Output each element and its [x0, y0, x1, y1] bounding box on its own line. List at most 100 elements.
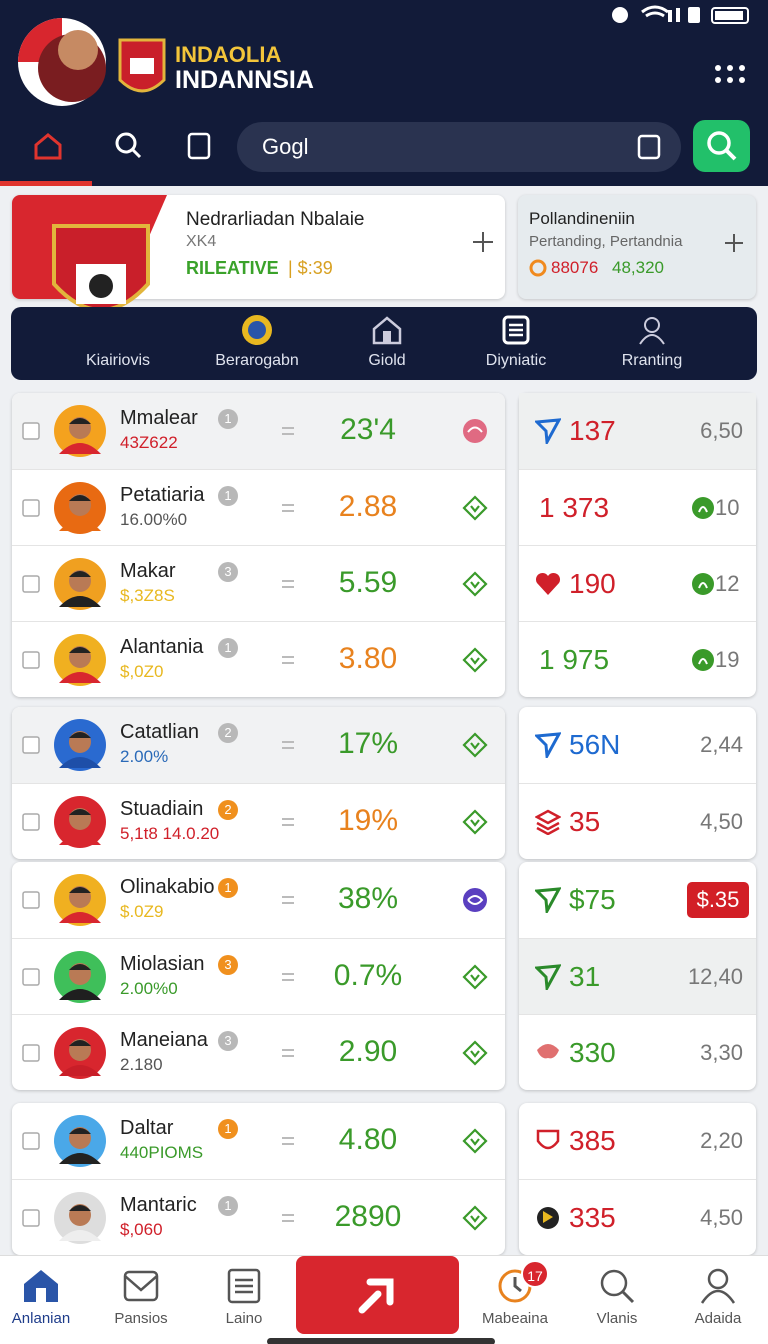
- menu-dot[interactable]: [739, 77, 745, 83]
- match-row-side[interactable]: $75 $.35: [519, 862, 756, 938]
- avatar-part: [59, 757, 101, 768]
- promo-card[interactable]: Pollandineniin Pertanding, Pertandnia 88…: [518, 195, 756, 299]
- checkbox[interactable]: [22, 968, 40, 986]
- menu-dot[interactable]: [727, 77, 733, 83]
- tab-label[interactable]: Giold: [368, 352, 406, 369]
- tab-label[interactable]: Kiairiovis: [85, 352, 150, 369]
- doc-icon[interactable]: [187, 132, 211, 160]
- status-icon[interactable]: [462, 732, 488, 758]
- status-icon-part: [470, 974, 480, 982]
- nav-item[interactable]: Mabeaina 17: [465, 1256, 565, 1344]
- nav-item[interactable]: Anlanian: [0, 1256, 91, 1344]
- status-icon-part: [462, 647, 488, 673]
- match-row[interactable]: Catatlian 2 2.00% 17%: [12, 707, 505, 783]
- add-icon[interactable]: [472, 231, 494, 253]
- tab-label[interactable]: Diyniatic: [485, 352, 547, 369]
- match-row[interactable]: Makar 3 $,3Z8S 5.59: [12, 545, 505, 621]
- match-row-side[interactable]: 335 4,50: [519, 1179, 756, 1255]
- status-icon[interactable]: [462, 495, 488, 521]
- avatar-part: [69, 732, 91, 738]
- match-row-side[interactable]: 137 6,50: [519, 393, 756, 469]
- match-row-side[interactable]: 1 373 10: [519, 469, 756, 545]
- status-icon-part: [462, 1128, 488, 1154]
- nav-item[interactable]: Laino: [194, 1256, 294, 1344]
- match-row[interactable]: Olinakabio 1 $.0Z9 38%: [12, 862, 505, 938]
- side-value: 56N: [569, 729, 621, 760]
- checkbox-part: [22, 1132, 40, 1150]
- player-name: Petatiaria: [120, 484, 205, 506]
- match-row[interactable]: Daltar 1 440PIOMS 4.80: [12, 1103, 505, 1179]
- checkbox[interactable]: [22, 499, 40, 517]
- side-value: 335: [569, 1202, 616, 1233]
- points-icon-part: [698, 582, 708, 589]
- status-icon[interactable]: [462, 1205, 488, 1231]
- checkbox[interactable]: [22, 1209, 40, 1227]
- match-row[interactable]: Stuadiain 2 5,1t8 14.0.20 19%: [12, 783, 505, 859]
- match-row[interactable]: Maneiana 3 2.180 2.90: [12, 1014, 505, 1090]
- nav-item[interactable]: Adaida: [668, 1256, 768, 1344]
- center-action-button[interactable]: [296, 1256, 459, 1334]
- match-row-side[interactable]: 56N 2,44: [519, 707, 756, 783]
- checkbox-part: [22, 1209, 40, 1227]
- checkbox[interactable]: [22, 422, 40, 440]
- checkbox[interactable]: [22, 575, 40, 593]
- match-row[interactable]: Miolasian 3 2.00%0 0.7%: [12, 938, 505, 1014]
- match-row-side[interactable]: 385 2,20: [519, 1103, 756, 1179]
- checkbox[interactable]: [22, 891, 40, 909]
- side-secondary: 12: [715, 571, 740, 596]
- checkbox[interactable]: [22, 651, 40, 669]
- match-row-side[interactable]: 31 12,40: [519, 938, 756, 1014]
- avatar: [54, 874, 106, 926]
- tab-icon: [372, 316, 402, 345]
- nav-item[interactable]: Vlanis: [567, 1256, 667, 1344]
- coin-ring: [529, 259, 547, 277]
- checkbox[interactable]: [22, 736, 40, 754]
- match-row[interactable]: Alantania 1 $,0Z0 3.80: [12, 621, 505, 697]
- status-icon[interactable]: [462, 571, 488, 597]
- nav-item[interactable]: Pansios: [91, 1256, 191, 1344]
- avatar-part: [69, 1205, 91, 1211]
- promo-subtitle: XK4: [186, 233, 217, 250]
- status-icon-part: [470, 657, 480, 665]
- match-row-side[interactable]: 330 3,30: [519, 1014, 756, 1090]
- points-icon-part: [698, 506, 708, 513]
- edit-icon[interactable]: [637, 134, 661, 160]
- checkbox[interactable]: [22, 1044, 40, 1062]
- match-row-side[interactable]: 190 12: [519, 545, 756, 621]
- search-button[interactable]: [693, 120, 750, 172]
- status-icon[interactable]: [462, 1040, 488, 1066]
- search-placeholder[interactable]: Gogl: [262, 134, 309, 159]
- status-icon[interactable]: [462, 647, 488, 673]
- active-tab-underline: [0, 181, 92, 186]
- match-row-side[interactable]: 1 975 19: [519, 621, 756, 697]
- home-icon[interactable]: [34, 133, 62, 160]
- tab-label[interactable]: Rranting: [621, 352, 683, 369]
- checkbox-part: [22, 575, 40, 593]
- price-badge[interactable]: $.35: [687, 882, 749, 918]
- equals-icon: [282, 656, 294, 664]
- status-icon[interactable]: [462, 964, 488, 990]
- menu-dot[interactable]: [727, 65, 733, 71]
- battery-icon: [711, 7, 749, 24]
- menu-dot[interactable]: [739, 65, 745, 71]
- search-box[interactable]: [237, 122, 681, 172]
- search-icon[interactable]: [115, 132, 137, 154]
- add-icon[interactable]: [724, 233, 744, 253]
- status-icon[interactable]: [462, 1128, 488, 1154]
- tab-label[interactable]: Berarogabn: [215, 352, 299, 369]
- status-icon[interactable]: [462, 887, 488, 913]
- status-icon[interactable]: [462, 809, 488, 835]
- checkbox[interactable]: [22, 1132, 40, 1150]
- match-row[interactable]: Petatiaria 1 16.00%0 2.88: [12, 469, 505, 545]
- match-row[interactable]: Mantaric 1 $,060 2890: [12, 1179, 505, 1255]
- menu-dot[interactable]: [715, 77, 721, 83]
- status-icon[interactable]: [462, 418, 488, 444]
- side-secondary: 10: [715, 495, 740, 520]
- match-row[interactable]: Mmalear 1 43Z622 23'4: [12, 393, 505, 469]
- menu-dot[interactable]: [715, 65, 721, 71]
- tab-icon-part: [372, 316, 402, 345]
- match-row-side[interactable]: 35 4,50: [519, 783, 756, 859]
- wifi-icon: [641, 5, 669, 18]
- checkbox[interactable]: [22, 813, 40, 831]
- odds-value: 2.88: [338, 490, 398, 523]
